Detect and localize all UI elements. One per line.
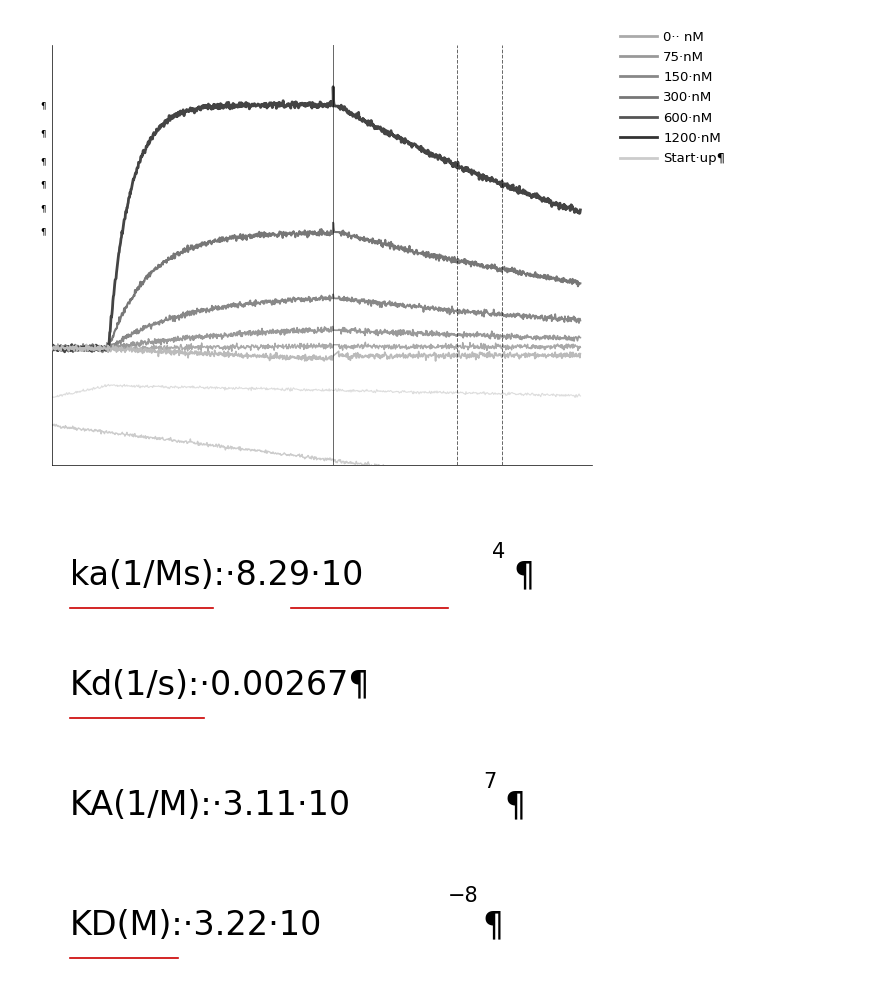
Text: ¶: ¶ <box>41 129 46 138</box>
Legend: 0·· nM, 75·nM, 150·nM, 300·nM, 600·nM, 1200·nM, Start·up¶: 0·· nM, 75·nM, 150·nM, 300·nM, 600·nM, 1… <box>619 31 725 165</box>
Text: KD(M):·3.22·10: KD(M):·3.22·10 <box>70 909 322 942</box>
Text: Kd(1/s):·0.00267¶: Kd(1/s):·0.00267¶ <box>70 669 369 702</box>
Text: ¶: ¶ <box>41 180 46 189</box>
Text: ¶: ¶ <box>41 157 46 166</box>
Text: ¶: ¶ <box>41 227 46 236</box>
Text: KA(1/M):·3.11·10: KA(1/M):·3.11·10 <box>70 789 350 822</box>
Text: ¶: ¶ <box>41 101 46 110</box>
Text: ¶: ¶ <box>482 909 503 942</box>
Text: ¶: ¶ <box>41 204 46 213</box>
Text: −8: −8 <box>448 886 478 906</box>
Text: 4: 4 <box>491 542 504 562</box>
Text: ¶: ¶ <box>513 559 534 592</box>
Text: ¶: ¶ <box>504 789 525 822</box>
Text: 7: 7 <box>482 772 495 792</box>
Text: ka(1/Ms):·8.29·10: ka(1/Ms):·8.29·10 <box>70 559 362 592</box>
